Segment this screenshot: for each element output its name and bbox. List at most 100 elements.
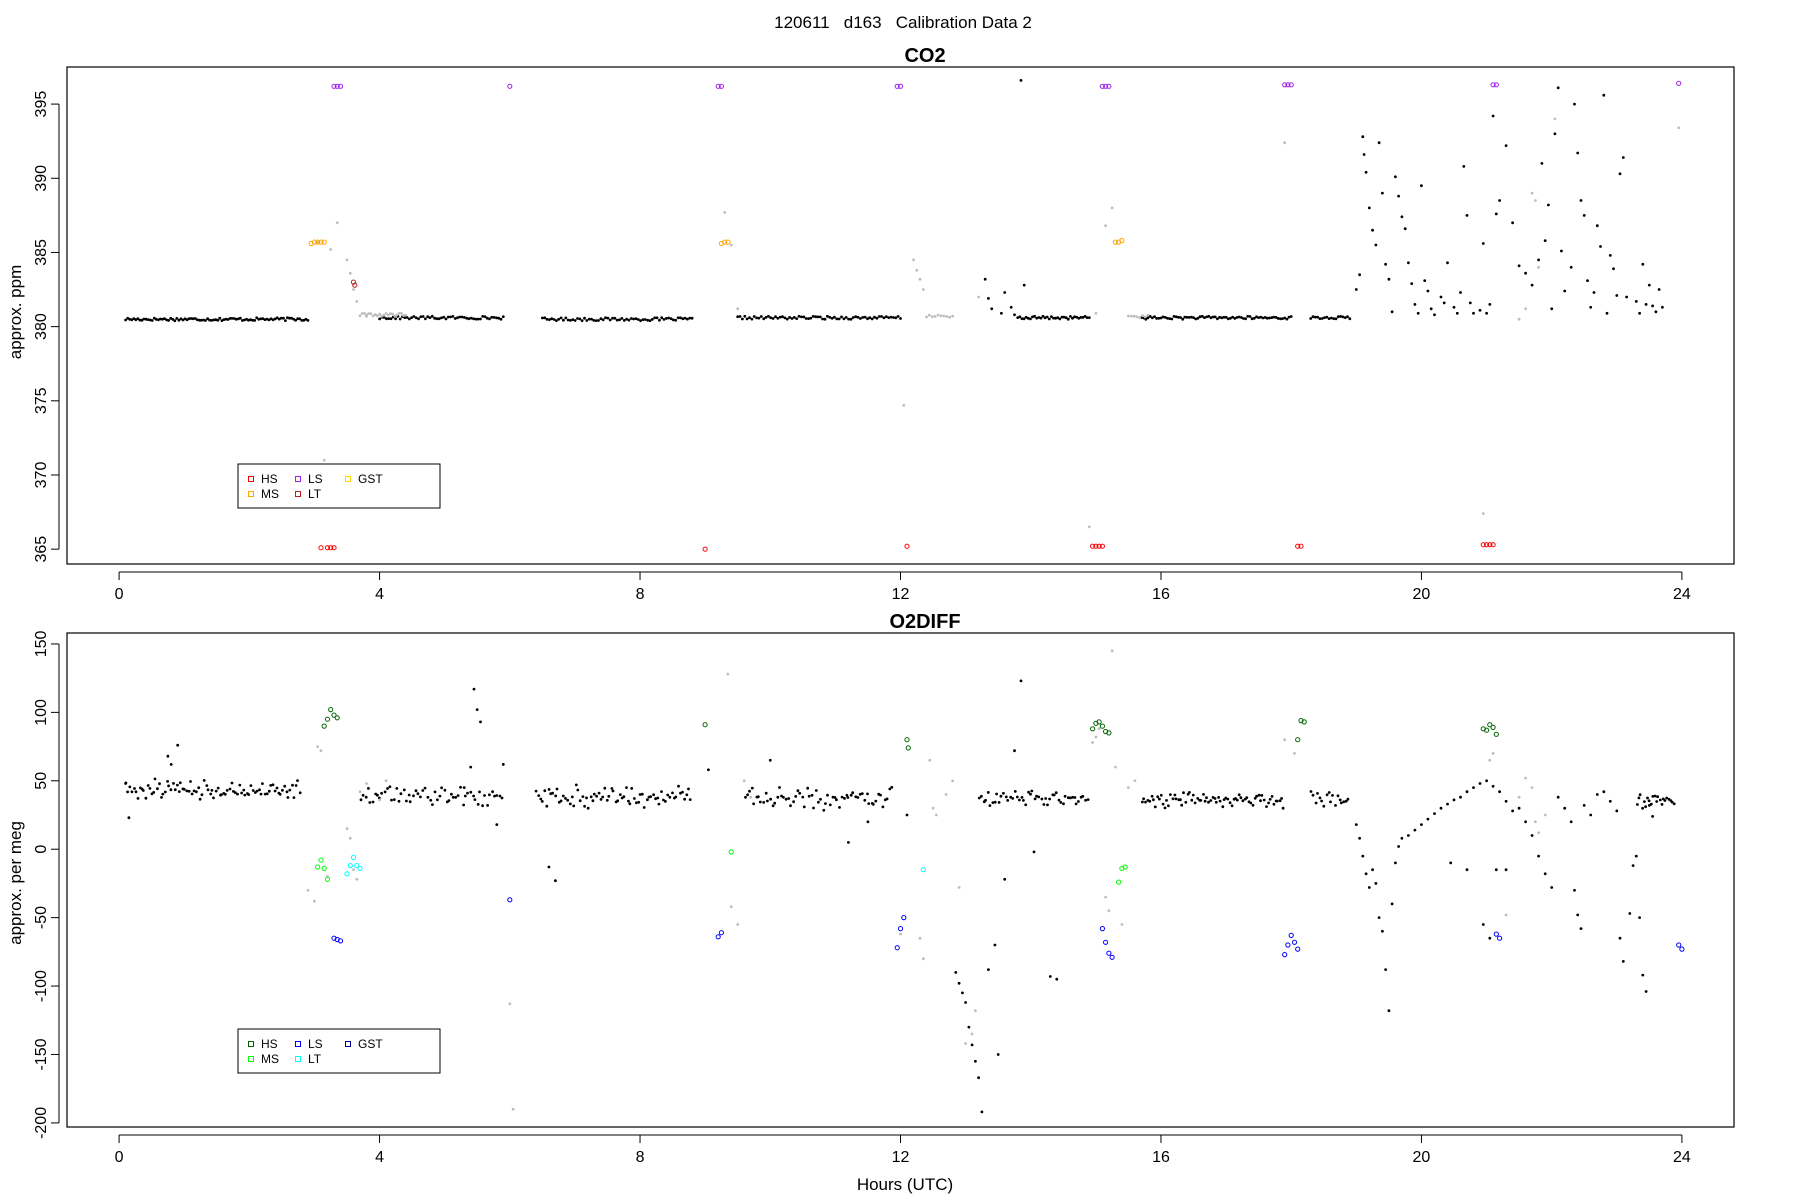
data-point	[842, 317, 846, 321]
calibration-point-ms	[722, 239, 728, 245]
data-point	[440, 786, 443, 790]
data-point	[766, 799, 769, 803]
data-point	[1016, 316, 1020, 319]
data-point	[671, 791, 674, 795]
data-point	[146, 318, 150, 321]
flagged-point	[335, 221, 339, 225]
data-point	[1553, 132, 1557, 136]
flagged-point	[1530, 786, 1534, 789]
flagged-point	[1133, 779, 1137, 783]
data-point	[1371, 868, 1374, 872]
data-point	[206, 788, 210, 792]
flagged-point	[365, 782, 368, 785]
flagged-point	[378, 312, 381, 316]
legend-label: GST	[358, 472, 383, 486]
x-tick-label: 8	[636, 1149, 645, 1166]
data-point	[1663, 799, 1667, 802]
data-point	[228, 787, 232, 791]
co2-panel: CO2 approx. ppm 0 4 8 12 16 20 24 365 370 375 380 3…	[6, 45, 1735, 603]
data-point	[741, 317, 744, 321]
co2-title: CO2	[904, 45, 945, 67]
data-point	[880, 315, 883, 318]
calibration-point-hs	[324, 545, 331, 551]
data-point	[690, 316, 694, 320]
calibration-point-hs	[904, 737, 910, 743]
data-point	[1083, 315, 1087, 318]
data-point	[677, 784, 680, 788]
data-point	[1216, 317, 1219, 321]
calibration-point-ms	[321, 865, 327, 872]
data-point	[789, 804, 792, 808]
data-point	[1161, 802, 1165, 806]
calibration-point-ls	[1295, 946, 1301, 952]
data-point	[1019, 679, 1023, 683]
data-point	[1452, 305, 1456, 309]
data-point	[1214, 800, 1218, 804]
data-point	[854, 795, 858, 799]
data-point	[459, 785, 462, 789]
data-point	[552, 318, 556, 321]
data-point	[408, 800, 412, 804]
data-point	[142, 317, 146, 321]
data-point	[547, 788, 551, 791]
y-tick-label: 395	[33, 91, 50, 118]
data-point	[433, 790, 437, 794]
data-point	[437, 317, 441, 321]
data-point	[153, 777, 157, 781]
data-point	[774, 315, 777, 319]
data-point	[887, 316, 891, 319]
data-point	[285, 790, 289, 794]
data-point	[824, 802, 827, 805]
flagged-point	[925, 315, 928, 319]
data-point	[1144, 317, 1148, 321]
data-point	[638, 793, 642, 796]
calibration-point-hs	[1480, 542, 1486, 548]
legend-label: MS	[261, 487, 279, 501]
flagged-point	[723, 211, 727, 214]
data-point	[1547, 203, 1550, 207]
calibration-point-hs	[905, 745, 911, 751]
data-point	[1316, 315, 1319, 319]
data-point	[1325, 793, 1329, 797]
data-point	[1331, 794, 1334, 797]
data-point	[1511, 221, 1514, 225]
flagged-point	[1091, 741, 1094, 744]
data-point	[1081, 795, 1085, 798]
data-point	[1605, 311, 1609, 315]
flagged-point	[511, 1107, 515, 1111]
data-point	[472, 687, 476, 691]
data-point	[1041, 314, 1045, 318]
data-point	[258, 788, 261, 792]
data-point	[500, 796, 504, 800]
data-point	[1332, 317, 1336, 320]
data-point	[826, 314, 829, 318]
calibration-point-hs	[1301, 719, 1307, 725]
legend-label: LT	[308, 487, 322, 501]
o2diff-title: O2DIFF	[889, 611, 960, 633]
y-tick-label: 390	[33, 165, 50, 192]
data-point	[650, 318, 654, 321]
calibration-point-hs	[702, 722, 708, 728]
data-point	[1403, 227, 1407, 231]
data-point	[995, 792, 998, 796]
calibration-point-hs	[328, 707, 334, 713]
calibration-point-hs	[328, 545, 334, 551]
data-point	[1374, 882, 1378, 885]
calibration-point-ls	[1106, 950, 1112, 956]
flagged-point	[1491, 752, 1495, 755]
data-point	[234, 317, 238, 321]
data-point	[1205, 796, 1208, 800]
data-point	[586, 806, 590, 810]
flagged-point	[389, 312, 392, 316]
data-point	[683, 316, 687, 320]
data-point	[1644, 805, 1647, 809]
flagged-point	[1524, 307, 1527, 311]
data-point	[294, 784, 298, 787]
data-point	[469, 316, 473, 320]
data-point	[1472, 786, 1475, 789]
data-point	[794, 795, 798, 798]
data-point	[548, 318, 551, 321]
data-point	[681, 317, 685, 321]
